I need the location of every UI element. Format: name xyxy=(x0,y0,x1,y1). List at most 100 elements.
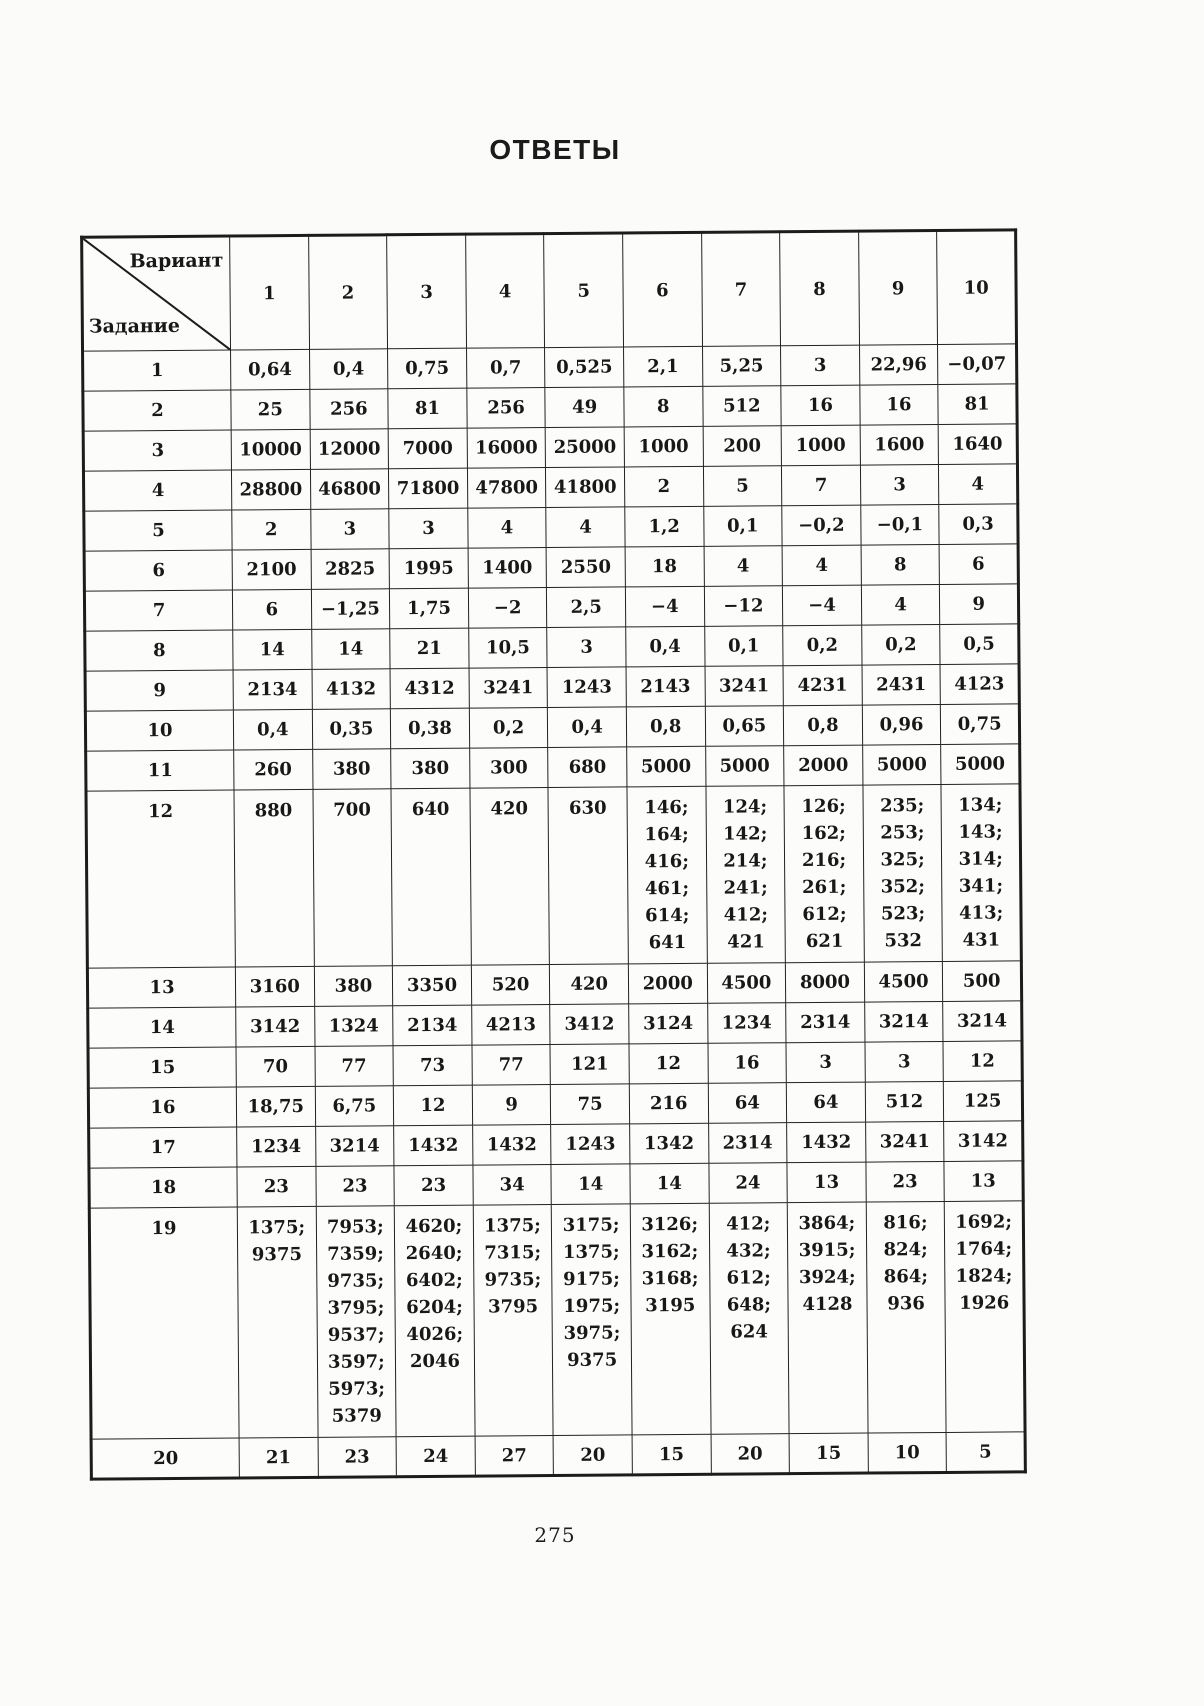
answer-cell: 0,1 xyxy=(703,505,783,547)
answer-cell: 0,96 xyxy=(862,704,941,746)
task-number: 14 xyxy=(87,1007,237,1049)
answer-cell: 1640 xyxy=(938,423,1018,465)
answer-cell: 125 xyxy=(943,1080,1023,1122)
answer-cell: 3214 xyxy=(864,1001,944,1043)
answer-cell: 412; 432; 612; 648; 624 xyxy=(708,1202,790,1435)
variant-header: 7 xyxy=(701,231,781,347)
answer-cell: 380 xyxy=(312,748,392,790)
answer-cell: 14 xyxy=(551,1163,631,1205)
answer-cell: 10 xyxy=(867,1432,947,1474)
task-number: 9 xyxy=(85,670,234,712)
answer-cell: 380 xyxy=(390,748,470,789)
answer-cell: 1342 xyxy=(629,1123,709,1164)
answer-cell: 380 xyxy=(313,965,393,1007)
answer-cell: 4 xyxy=(782,545,862,586)
answer-cell: 5 xyxy=(703,465,782,507)
answer-cell: 420 xyxy=(549,963,629,1005)
answer-cell: −1,25 xyxy=(311,588,390,630)
answer-cell: 2000 xyxy=(783,745,863,786)
answers-table-wrap: Вариант Задание 1 2 3 4 5 6 7 8 9 10 1 0,64 0,4 0,75… xyxy=(80,228,1030,1481)
answer-cell: 0,3 xyxy=(939,503,1019,545)
answer-cell: 3412 xyxy=(550,1003,629,1045)
answer-cell: 235; 253; 325; 352; 523; 532 xyxy=(862,784,943,963)
answer-cell: −0,1 xyxy=(860,504,940,546)
answer-cell: 0,8 xyxy=(783,705,863,746)
task-number: 2 xyxy=(82,390,232,432)
answer-cell: 3 xyxy=(780,345,860,386)
answer-cell: 5000 xyxy=(626,746,706,787)
answer-cell: 1243 xyxy=(550,1123,630,1165)
answer-cell: 24 xyxy=(708,1162,788,1204)
answer-cell: 15 xyxy=(632,1434,711,1475)
answer-cell: 14 xyxy=(232,629,312,671)
answer-cell: 0,4 xyxy=(233,709,313,751)
answer-cell: 41800 xyxy=(545,466,625,508)
answer-cell: 3142 xyxy=(943,1120,1023,1162)
variant-header: 4 xyxy=(465,233,545,349)
answer-cell: 1375; 9375 xyxy=(237,1206,318,1438)
answer-cell: 8 xyxy=(623,386,703,427)
answer-cell: 5000 xyxy=(705,745,785,787)
answer-cell: 1432 xyxy=(393,1125,473,1166)
answer-cell: −2 xyxy=(468,587,548,629)
answer-cell: 3214 xyxy=(315,1125,395,1167)
answer-cell: 4231 xyxy=(783,665,863,706)
answer-cell: 121 xyxy=(550,1043,630,1085)
answer-cell: 8000 xyxy=(785,962,865,1003)
answer-cell: 3350 xyxy=(392,965,472,1006)
answer-cell: 0,7 xyxy=(466,347,546,389)
answer-cell: 500 xyxy=(942,960,1022,1002)
variant-header: 9 xyxy=(858,230,938,346)
answer-cell: 300 xyxy=(469,747,549,789)
answer-cell: 1400 xyxy=(467,547,547,589)
answer-cell: 256 xyxy=(309,388,389,430)
answer-cell: 18 xyxy=(625,546,704,587)
answer-cell: 3 xyxy=(860,464,940,506)
task-number: 1 xyxy=(82,350,231,392)
answer-cell: 2000 xyxy=(628,963,708,1004)
answer-cell: 6 xyxy=(232,589,312,631)
task-number: 10 xyxy=(85,710,234,752)
answer-cell: 0,4 xyxy=(309,348,389,390)
answer-cell: 6 xyxy=(939,543,1019,585)
answer-cell: 4213 xyxy=(471,1004,551,1046)
answer-cell: 4 xyxy=(546,506,626,548)
answer-cell: 5,25 xyxy=(702,345,781,387)
answer-cell: 77 xyxy=(314,1045,394,1087)
answer-cell: 81 xyxy=(938,383,1018,425)
answer-cell: 0,4 xyxy=(547,706,627,748)
answer-cell: 1243 xyxy=(547,666,627,708)
task-number: 3 xyxy=(83,430,232,472)
answer-cell: 1,2 xyxy=(624,506,704,547)
answer-cell: 81 xyxy=(388,388,467,429)
answer-cell: 0,1 xyxy=(704,625,784,667)
answer-cell: 0,75 xyxy=(387,348,467,389)
answer-cell: 3241 xyxy=(468,667,548,709)
answer-cell: 22,96 xyxy=(859,344,939,386)
answer-cell: 7 xyxy=(781,465,861,506)
answer-cell: −0,2 xyxy=(781,505,861,546)
answer-cell: 20 xyxy=(553,1434,633,1476)
answer-cell: 4132 xyxy=(311,668,391,710)
answer-cell: 0,5 xyxy=(940,623,1020,665)
answer-cell: 7000 xyxy=(388,428,468,469)
task-number: 11 xyxy=(85,750,234,792)
answer-cell: 12 xyxy=(628,1043,708,1084)
answer-cell: 3126; 3162; 3168; 3195 xyxy=(630,1203,711,1435)
answer-cell: 3241 xyxy=(865,1121,945,1163)
answer-cell: 2100 xyxy=(232,549,312,591)
answer-cell: 70 xyxy=(236,1046,315,1088)
answer-cell: 880 xyxy=(233,789,314,968)
answer-cell: 200 xyxy=(702,425,782,467)
table-row: 19 1375; 9375 7953; 7359; 9735; 3795; 9537… xyxy=(89,1200,1026,1440)
answer-cell: 2431 xyxy=(861,664,941,706)
answer-cell: 46800 xyxy=(310,468,389,510)
answer-cell: 23 xyxy=(236,1166,316,1208)
answer-cell: 680 xyxy=(548,746,627,788)
answer-cell: 16 xyxy=(780,385,860,426)
answer-cell: 47800 xyxy=(467,467,547,509)
answer-cell: 0,35 xyxy=(311,708,391,750)
answer-cell: 0,65 xyxy=(704,705,784,747)
